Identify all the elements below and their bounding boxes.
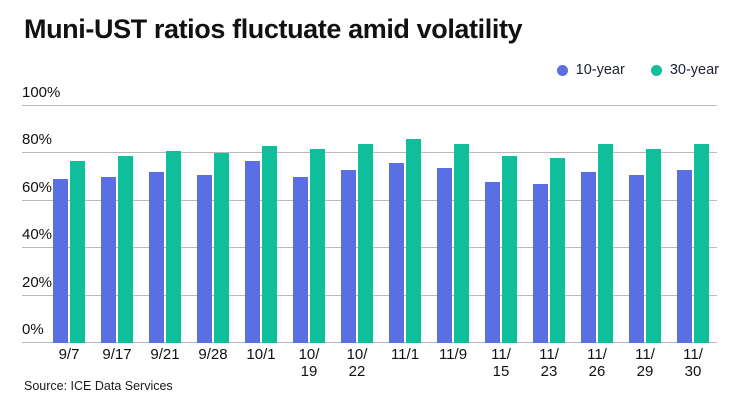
x-tick-line: 11/ xyxy=(683,346,703,363)
bar-30-year-9/21 xyxy=(166,151,181,343)
10-year-dot-icon xyxy=(556,64,568,76)
legend-label-30-year: 30-year xyxy=(669,62,719,78)
bar-30-year-11/29 xyxy=(646,148,661,343)
x-tick-line: 11/ xyxy=(587,346,607,363)
x-tick-line: 11/9 xyxy=(438,346,468,363)
source-note: Source: ICE Data Services xyxy=(24,379,173,393)
bar-30-year-11/15 xyxy=(502,155,517,343)
x-tick-label-9/17: 9/17 xyxy=(101,346,133,380)
bar-10-year-11/15 xyxy=(485,181,500,343)
bar-group-11/30 xyxy=(677,143,709,343)
x-tick-line: 19 xyxy=(300,363,318,380)
y-tick-label: 100% xyxy=(22,84,61,101)
bar-10-year-11/9 xyxy=(437,167,452,343)
x-tick-label-9/7: 9/7 xyxy=(53,346,85,380)
bar-30-year-11/9 xyxy=(454,143,469,343)
plot-area: 0% 20% 40% 60% 80% 100% 9/7 9/17 9/21 9/28 10/1 10/… xyxy=(22,85,717,380)
bar-10-year-11/30 xyxy=(677,170,692,343)
bar-30-year-9/17 xyxy=(118,155,133,343)
bar-30-year-10/1 xyxy=(262,146,277,343)
bar-group-11/23 xyxy=(533,158,565,343)
bar-10-year-11/26 xyxy=(581,172,596,343)
x-axis-labels: 9/7 9/17 9/21 9/28 10/1 10/19 10/22 11/1 11/9 11/… xyxy=(53,346,709,380)
bar-group-11/1 xyxy=(389,139,421,343)
bar-30-year-9/7 xyxy=(70,160,85,343)
bar-10-year-11/23 xyxy=(533,184,548,343)
bar-10-year-9/28 xyxy=(197,174,212,343)
x-tick-line: 10/ xyxy=(298,346,320,363)
bar-10-year-9/21 xyxy=(149,172,164,343)
bar-10-year-10/22 xyxy=(341,170,356,343)
bar-group-11/26 xyxy=(581,143,613,343)
bar-10-year-11/1 xyxy=(389,162,404,343)
x-tick-label-11/23: 11/23 xyxy=(533,346,565,380)
bars-region xyxy=(53,106,709,343)
bar-30-year-11/30 xyxy=(694,143,709,343)
x-tick-label-11/30: 11/30 xyxy=(677,346,709,380)
x-tick-line: 22 xyxy=(348,363,366,380)
x-tick-line: 23 xyxy=(540,363,558,380)
x-tick-line: 15 xyxy=(492,363,510,380)
x-tick-line: 11/ xyxy=(539,346,559,363)
bar-group-10/19 xyxy=(293,148,325,343)
x-tick-line: 29 xyxy=(636,363,654,380)
bar-group-9/21 xyxy=(149,151,181,343)
x-tick-label-9/21: 9/21 xyxy=(149,346,181,380)
bar-group-10/1 xyxy=(245,146,277,343)
x-tick-line: 11/ xyxy=(491,346,511,363)
bar-30-year-11/26 xyxy=(598,143,613,343)
bar-30-year-11/1 xyxy=(406,139,421,343)
x-tick-line: 9/21 xyxy=(150,346,180,363)
bar-10-year-9/17 xyxy=(101,177,116,343)
x-tick-label-10/22: 10/22 xyxy=(341,346,373,380)
y-tick-label: 40% xyxy=(22,226,53,244)
x-tick-line: 10/1 xyxy=(246,346,276,363)
x-tick-label-11/26: 11/26 xyxy=(581,346,613,380)
legend: 10-year 30-year xyxy=(556,62,719,78)
gridline-100 xyxy=(22,105,717,106)
y-tick-label: 0% xyxy=(22,321,44,338)
bar-group-11/29 xyxy=(629,148,661,343)
bar-10-year-10/1 xyxy=(245,160,260,343)
bar-30-year-9/28 xyxy=(214,153,229,343)
legend-item-10-year: 10-year xyxy=(556,62,625,78)
bar-group-9/17 xyxy=(101,155,133,343)
bar-group-10/22 xyxy=(341,143,373,343)
y-tick-label: 80% xyxy=(22,131,53,149)
bar-10-year-10/19 xyxy=(293,177,308,343)
bar-group-9/28 xyxy=(197,153,229,343)
x-tick-label-11/15: 11/15 xyxy=(485,346,517,380)
bar-group-11/9 xyxy=(437,143,469,343)
x-tick-label-10/19: 10/19 xyxy=(293,346,325,380)
legend-label-10-year: 10-year xyxy=(575,62,625,78)
y-tick-label: 20% xyxy=(22,273,53,291)
x-tick-line: 26 xyxy=(588,363,606,380)
x-tick-line: 30 xyxy=(684,363,702,380)
x-tick-line: 9/17 xyxy=(102,346,132,363)
x-tick-line: 11/ xyxy=(635,346,655,363)
y-tick-label: 60% xyxy=(22,178,53,196)
bar-group-11/15 xyxy=(485,155,517,343)
x-tick-label-9/28: 9/28 xyxy=(197,346,229,380)
30-year-dot-icon xyxy=(650,64,662,76)
x-tick-line: 9/7 xyxy=(58,346,80,363)
bar-30-year-10/22 xyxy=(358,143,373,343)
x-tick-line: 9/28 xyxy=(198,346,228,363)
x-tick-label-11/1: 11/1 xyxy=(389,346,421,380)
bar-10-year-11/29 xyxy=(629,174,644,343)
x-tick-label-11/29: 11/29 xyxy=(629,346,661,380)
bar-group-9/7 xyxy=(53,160,85,343)
bar-10-year-9/7 xyxy=(53,179,68,343)
x-tick-line: 10/ xyxy=(346,346,368,363)
x-tick-line: 11/1 xyxy=(390,346,420,363)
x-tick-label-11/9: 11/9 xyxy=(437,346,469,380)
legend-item-30-year: 30-year xyxy=(650,62,719,78)
x-tick-label-10/1: 10/1 xyxy=(245,346,277,380)
chart-title: Muni-UST ratios fluctuate amid volatilit… xyxy=(24,14,523,44)
bar-30-year-10/19 xyxy=(310,148,325,343)
bar-30-year-11/23 xyxy=(550,158,565,343)
